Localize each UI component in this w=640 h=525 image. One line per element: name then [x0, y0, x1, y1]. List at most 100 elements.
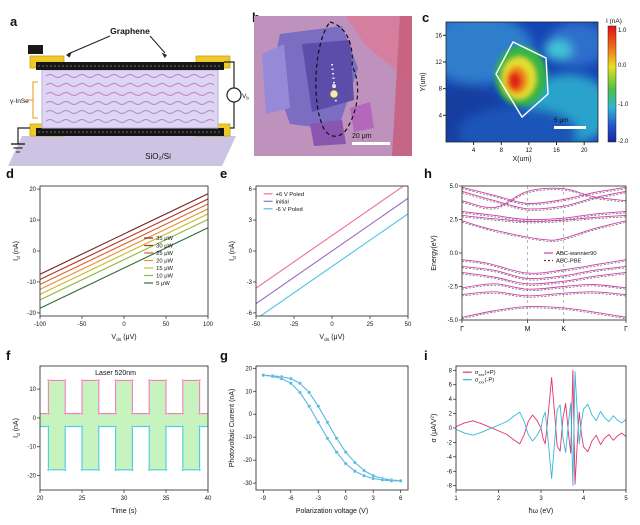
chart-i: 1 2 3 4 5 -8 -6 -4 -2 0 2 4 6 8 ħω (eV) σ (μA/V2) σxxx(+… [429, 365, 628, 515]
svg-text:-3: -3 [316, 496, 322, 502]
svg-text:0.0: 0.0 [618, 63, 627, 69]
svg-text:5.0: 5.0 [450, 184, 459, 190]
flake-outline [495, 41, 549, 119]
svg-text:35: 35 [163, 496, 170, 502]
svg-text:0: 0 [449, 426, 453, 432]
svg-text:12: 12 [435, 60, 442, 66]
svg-text:4: 4 [449, 397, 453, 403]
svg-text:5 μW: 5 μW [156, 281, 170, 287]
panel-h-band-structure: Γ M K Γ -5.0 -2.5 0.0 2.5 5.0 Energy(eV) ABC-wanni… [428, 178, 634, 342]
svg-text:5: 5 [624, 496, 628, 502]
material-label: γ-InSe [10, 98, 29, 105]
series-σ_{xxx}(-P) [456, 371, 626, 487]
svg-text:σ (μA/V2): σ (μA/V2) [429, 414, 438, 443]
svg-text:-6: -6 [247, 311, 253, 317]
svg-text:ABC-PBE: ABC-PBE [556, 259, 582, 265]
panel-label-d: d [6, 166, 14, 181]
series-hysteresis loop [261, 373, 403, 483]
svg-text:-30: -30 [243, 481, 252, 487]
svg-text:40: 40 [205, 496, 212, 502]
svg-text:1: 1 [454, 496, 458, 502]
svg-text:-20: -20 [27, 474, 36, 480]
legend: ABC-wannier90 ABC-PBE [544, 251, 597, 265]
substrate-label: SiO₂/Si [145, 152, 171, 161]
svg-text:-6 V Poled: -6 V Poled [276, 207, 303, 213]
device-schematic-svg: SiO₂/Si Au Graphene [8, 26, 249, 166]
svg-text:8: 8 [449, 368, 453, 374]
map-ylabel: Y(um) [420, 72, 427, 91]
series-positive state [40, 379, 208, 415]
photocurrent-hotspot [495, 46, 547, 106]
svg-text:2.5: 2.5 [450, 218, 459, 224]
svg-text:0: 0 [344, 496, 348, 502]
svg-text:0: 0 [33, 249, 37, 255]
svg-text:10: 10 [29, 218, 36, 224]
svg-text:10: 10 [245, 389, 252, 395]
flake-dark [302, 40, 354, 112]
svg-text:Vds (μV): Vds (μV) [111, 334, 136, 342]
device-outline-dashed [315, 21, 359, 137]
bias-circuit [17, 61, 242, 144]
svg-text:35 μW: 35 μW [156, 236, 173, 242]
series-initial [256, 197, 408, 305]
svg-text:4: 4 [439, 113, 443, 119]
panel-f-time-trace: 20 25 30 35 40 -20 -10 0 10 Time (s) Id (nA) Laser … [10, 358, 216, 516]
graphene-arrows [66, 35, 167, 58]
svg-text:0: 0 [33, 416, 37, 422]
svg-text:0: 0 [330, 322, 334, 328]
svg-text:6: 6 [449, 383, 453, 389]
map-axes: 4 8 12 16 20 4 8 12 16 X(um) Y(um) [420, 33, 588, 163]
svg-text:-2.5: -2.5 [448, 285, 459, 291]
axes: 20 25 30 35 40 -20 -10 0 10 [27, 387, 212, 502]
svg-text:-50: -50 [252, 322, 261, 328]
svg-text:20: 20 [29, 187, 36, 193]
axes: -50 -25 0 25 50 -6 -3 0 3 6 [247, 187, 412, 328]
panel-i-shift-current: 1 2 3 4 5 -8 -6 -4 -2 0 2 4 6 8 ħω (eV) σ (μA/V2) σxxx(+… [428, 358, 634, 516]
svg-text:15 μW: 15 μW [156, 266, 173, 272]
map-image: 5 μm [446, 22, 598, 142]
svg-text:initial: initial [276, 199, 289, 205]
panel-label-a: a [10, 14, 18, 29]
au-tag [28, 45, 43, 54]
svg-text:25: 25 [367, 322, 374, 328]
laser-spot-glow [332, 84, 336, 88]
svg-text:0: 0 [249, 412, 253, 418]
svg-text:20 μW: 20 μW [156, 259, 173, 265]
svg-text:-25: -25 [290, 322, 299, 328]
material-bracket [27, 81, 38, 119]
svg-text:-100: -100 [34, 322, 47, 328]
flake-small [350, 102, 374, 132]
svg-text:50: 50 [405, 322, 412, 328]
svg-text:25: 25 [79, 496, 86, 502]
series--6 V Poled [259, 213, 408, 316]
micrograph-svg: 20 μm [254, 16, 412, 156]
svg-text:100: 100 [203, 322, 214, 328]
svg-text:0: 0 [249, 249, 253, 255]
laser-spot [329, 89, 339, 99]
series-20 μW [40, 208, 208, 290]
chart-f: 20 25 30 35 40 -20 -10 0 10 Time (s) Id (nA) Laser … [13, 365, 212, 515]
scalebar-label: 5 μm [554, 117, 569, 124]
series-35 μW [40, 193, 208, 275]
svg-text:Id (nA): Id (nA) [13, 241, 22, 261]
svg-text:3: 3 [539, 496, 543, 502]
svg-text:4: 4 [472, 148, 476, 154]
map-xlabel: X(um) [512, 156, 531, 163]
panel-label-i: i [424, 348, 428, 363]
svg-text:12: 12 [526, 148, 533, 154]
svg-text:8: 8 [500, 148, 504, 154]
svg-text:0: 0 [122, 322, 126, 328]
legend: σxxx(+P)σxxx(-P) [462, 370, 496, 385]
svg-text:8: 8 [439, 87, 443, 93]
panel-d-iv-power: -100 -50 0 50 100 -20 -10 0 10 20 Vds (μV) Id (nA) 3… [10, 178, 216, 342]
panel-label-e: e [220, 166, 228, 181]
svg-text:10: 10 [29, 387, 36, 393]
svg-text:2: 2 [449, 412, 453, 418]
svg-text:-2: -2 [447, 440, 453, 446]
svg-text:Id (nA): Id (nA) [13, 418, 22, 438]
panel-label-c: c [422, 10, 430, 25]
